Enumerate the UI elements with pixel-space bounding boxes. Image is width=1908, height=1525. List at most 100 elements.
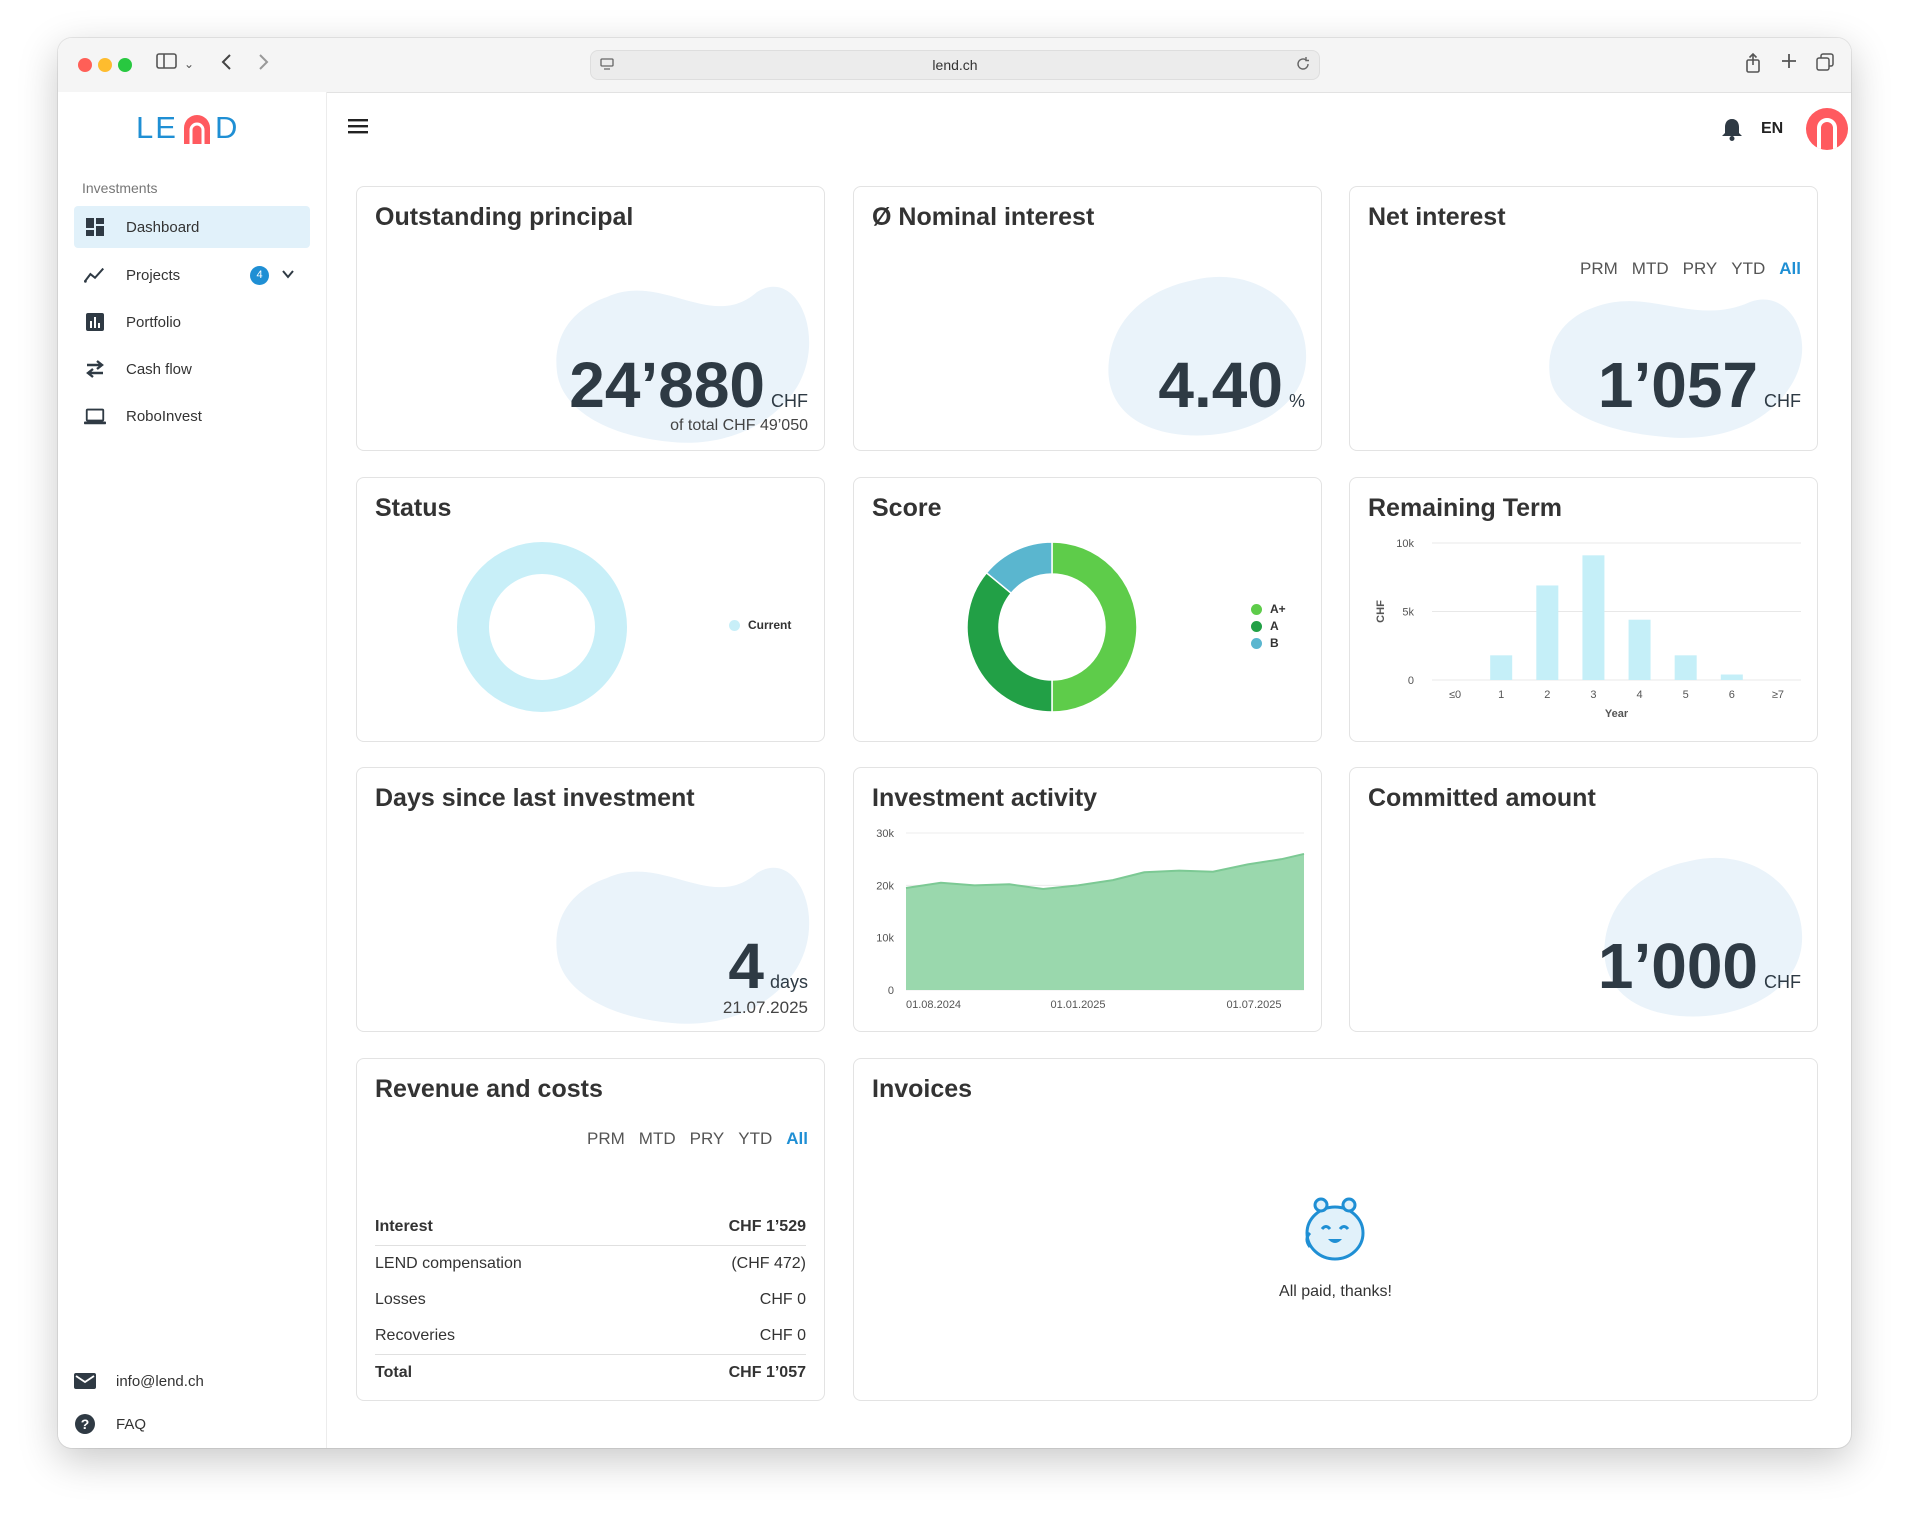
remaining-term-card: Remaining Term 0 5k 10k ≤0 1 2 3 4 5 6 ≥7 Year CHF	[1349, 477, 1818, 742]
section-label-investments: Investments	[82, 180, 158, 196]
revenue-period-tabs: PRM MTD PRY YTD All	[587, 1129, 808, 1149]
card-title: Investment activity	[872, 784, 1098, 812]
outstanding-value-group: 24’880 CHF of total CHF 49’050	[569, 353, 808, 435]
outstanding-total: of total CHF 49’050	[670, 417, 808, 434]
outstanding-value: 24’880	[569, 349, 765, 421]
close-window-button[interactable]	[78, 58, 92, 72]
chevron-down-icon[interactable]: ⌄	[184, 57, 195, 71]
revenue-row-recoveries: Recoveries CHF 0	[375, 1318, 806, 1355]
language-selector[interactable]: EN	[1761, 120, 1784, 137]
bar	[1628, 619, 1651, 680]
days-value: 4	[728, 930, 764, 1002]
card-title: Net interest	[1368, 203, 1506, 231]
app-header: EN	[326, 92, 1851, 162]
svg-text:LE: LE	[136, 110, 178, 145]
row-value: CHF 0	[759, 1291, 806, 1308]
card-title: Days since last investment	[375, 784, 695, 812]
row-label: Recoveries	[375, 1327, 456, 1344]
period-tab-mtd[interactable]: MTD	[638, 1129, 676, 1148]
period-tab-ytd[interactable]: YTD	[738, 1129, 773, 1148]
nominal-value-group: 4.40%	[1158, 353, 1305, 417]
sidebar-item-label: Dashboard	[126, 218, 200, 236]
swap-icon	[84, 358, 106, 380]
minimize-window-button[interactable]	[98, 58, 112, 72]
y-axis-label: CHF	[1375, 600, 1387, 623]
period-tab-ytd[interactable]: YTD	[1731, 259, 1766, 278]
legend-dot	[1251, 620, 1262, 632]
sidebar-item-portfolio[interactable]: Portfolio	[74, 301, 310, 343]
chevron-down-icon[interactable]	[280, 266, 296, 287]
reload-icon[interactable]	[1295, 56, 1311, 77]
period-tab-all[interactable]: All	[786, 1129, 808, 1148]
bar	[1582, 555, 1605, 680]
x-tick-label: 5	[1683, 689, 1689, 701]
contact-email-label: info@lend.ch	[116, 1372, 204, 1390]
period-tab-pry[interactable]: PRY	[1682, 259, 1718, 278]
y-tick-label: 10k	[1396, 538, 1414, 550]
decorative-blob	[556, 286, 810, 443]
x-tick-label: 1	[1498, 689, 1504, 701]
site-settings-icon[interactable]	[599, 56, 615, 77]
status-card: Status Current	[356, 477, 825, 742]
remaining-term-bar-chart: 0 5k 10k ≤0 1 2 3 4 5 6 ≥7 Year CHF	[1375, 538, 1801, 720]
legend-label: A	[1270, 619, 1279, 633]
maximize-window-button[interactable]	[118, 58, 132, 72]
tab-overview-icon[interactable]	[1815, 52, 1835, 78]
lend-logo[interactable]: LE D	[136, 106, 252, 153]
decorative-blob	[1604, 857, 1803, 1017]
menu-icon[interactable]	[348, 118, 370, 139]
legend-label: A+	[1270, 602, 1286, 616]
investment-activity-area-chart: 0 10k 20k 30k 01.08.2024 01.01.2025 01.07.2025	[876, 828, 1305, 1011]
row-label: Total	[375, 1364, 413, 1381]
sidebar-item-projects[interactable]: Projects 4	[74, 254, 310, 296]
card-title: Ø Nominal interest	[872, 203, 1095, 231]
notifications-bell-icon[interactable]	[1721, 117, 1743, 146]
back-icon[interactable]	[220, 52, 234, 78]
nominal-interest-card: Ø Nominal interest 4.40%	[853, 186, 1322, 451]
mascot-icon	[1305, 1197, 1365, 1261]
revenue-row-compensation: LEND compensation (CHF 472)	[375, 1246, 806, 1282]
sidebar-item-cash-flow[interactable]: Cash flow	[74, 348, 310, 390]
revenue-costs-card: Revenue and costs PRM MTD PRY YTD All In…	[356, 1058, 825, 1401]
nominal-unit: %	[1288, 391, 1305, 411]
period-tab-prm[interactable]: PRM	[587, 1129, 625, 1148]
address-bar[interactable]: lend.ch	[590, 50, 1320, 80]
net-value-group: 1’057 CHF	[1598, 353, 1801, 417]
svg-text:D: D	[215, 110, 237, 145]
period-tab-pry[interactable]: PRY	[689, 1129, 725, 1148]
sidebar-item-roboinvest[interactable]: RoboInvest	[74, 395, 310, 437]
bar	[1720, 674, 1743, 680]
sidebar-item-label: RoboInvest	[126, 407, 202, 425]
invoices-card: Invoices All paid, thanks!	[853, 1058, 1818, 1401]
period-tab-prm[interactable]: PRM	[1580, 259, 1618, 278]
outstanding-unit: CHF	[771, 391, 808, 411]
period-tab-all[interactable]: All	[1779, 259, 1801, 278]
days-unit: days	[769, 972, 808, 992]
card-title: Remaining Term	[1368, 494, 1563, 522]
decorative-blob	[1549, 299, 1803, 438]
sidebar: LE D Investments Dashboard Projects 4	[58, 92, 327, 1448]
contact-email-link[interactable]: info@lend.ch	[74, 1370, 204, 1392]
row-label: LEND compensation	[375, 1255, 522, 1272]
share-icon[interactable]	[1744, 52, 1762, 80]
x-tick-label: 2	[1544, 689, 1550, 701]
x-tick-label: ≤0	[1449, 689, 1461, 701]
x-tick-label: 4	[1637, 689, 1643, 701]
y-tick-label: 0	[1408, 675, 1414, 687]
committed-value: 1’000	[1597, 930, 1758, 1002]
sidebar-item-dashboard[interactable]: Dashboard	[74, 206, 310, 248]
user-avatar[interactable]	[1806, 108, 1848, 150]
sidebar-toggle-icon[interactable]	[156, 52, 178, 76]
help-icon: ?	[74, 1413, 96, 1435]
last-investment-date: 21.07.2025	[722, 998, 808, 1017]
browser-toolbar: ⌄ lend.ch	[58, 38, 1851, 93]
net-unit: CHF	[1764, 391, 1801, 411]
period-tab-mtd[interactable]: MTD	[1631, 259, 1669, 278]
faq-link[interactable]: ? FAQ	[74, 1413, 146, 1435]
new-tab-icon[interactable]	[1780, 52, 1798, 76]
net-value: 1’057	[1597, 349, 1758, 421]
revenue-row-losses: Losses CHF 0	[375, 1282, 806, 1318]
forward-icon[interactable]	[256, 52, 270, 78]
legend-label: B	[1270, 636, 1279, 650]
legend-label: Current	[748, 618, 792, 632]
